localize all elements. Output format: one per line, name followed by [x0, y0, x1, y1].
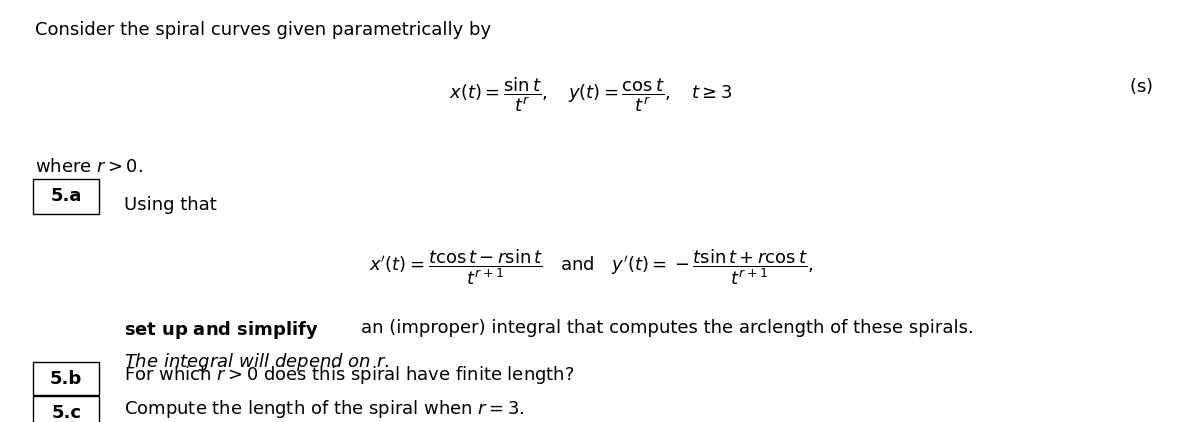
Text: 5.c: 5.c	[51, 403, 82, 422]
Text: where $r > 0$.: where $r > 0$.	[35, 158, 143, 176]
Text: Using that: Using that	[124, 196, 216, 214]
Text: For which $r > 0$ does this spiral have finite length?: For which $r > 0$ does this spiral have …	[124, 364, 574, 386]
Text: Consider the spiral curves given parametrically by: Consider the spiral curves given paramet…	[35, 21, 492, 39]
Text: $\it{The\ integral\ will\ depend\ on}\ r.$: $\it{The\ integral\ will\ depend\ on}\ r…	[124, 351, 389, 373]
Text: $\mathbf{set\ up\ and\ simplify}$: $\mathbf{set\ up\ and\ simplify}$	[124, 319, 319, 341]
Text: Compute the length of the spiral when $r = 3$.: Compute the length of the spiral when $r…	[124, 398, 525, 419]
Text: 5.b: 5.b	[50, 370, 83, 388]
FancyBboxPatch shape	[33, 396, 99, 422]
Text: 5.a: 5.a	[51, 187, 82, 205]
FancyBboxPatch shape	[33, 362, 99, 395]
Text: $x'(t) = \dfrac{t\cos t - r\sin t}{t^{r+1}} \quad \text{and} \quad y'(t) = -\dfr: $x'(t) = \dfrac{t\cos t - r\sin t}{t^{r+…	[369, 247, 813, 287]
Text: an (improper) integral that computes the arclength of these spirals.: an (improper) integral that computes the…	[361, 319, 973, 337]
Text: $(\mathrm{s})$: $(\mathrm{s})$	[1129, 76, 1152, 96]
FancyBboxPatch shape	[33, 179, 99, 214]
Text: $x(t) = \dfrac{\sin t}{t^r}, \quad y(t) = \dfrac{\cos t}{t^r}, \quad t \geq 3$: $x(t) = \dfrac{\sin t}{t^r}, \quad y(t) …	[449, 76, 733, 114]
